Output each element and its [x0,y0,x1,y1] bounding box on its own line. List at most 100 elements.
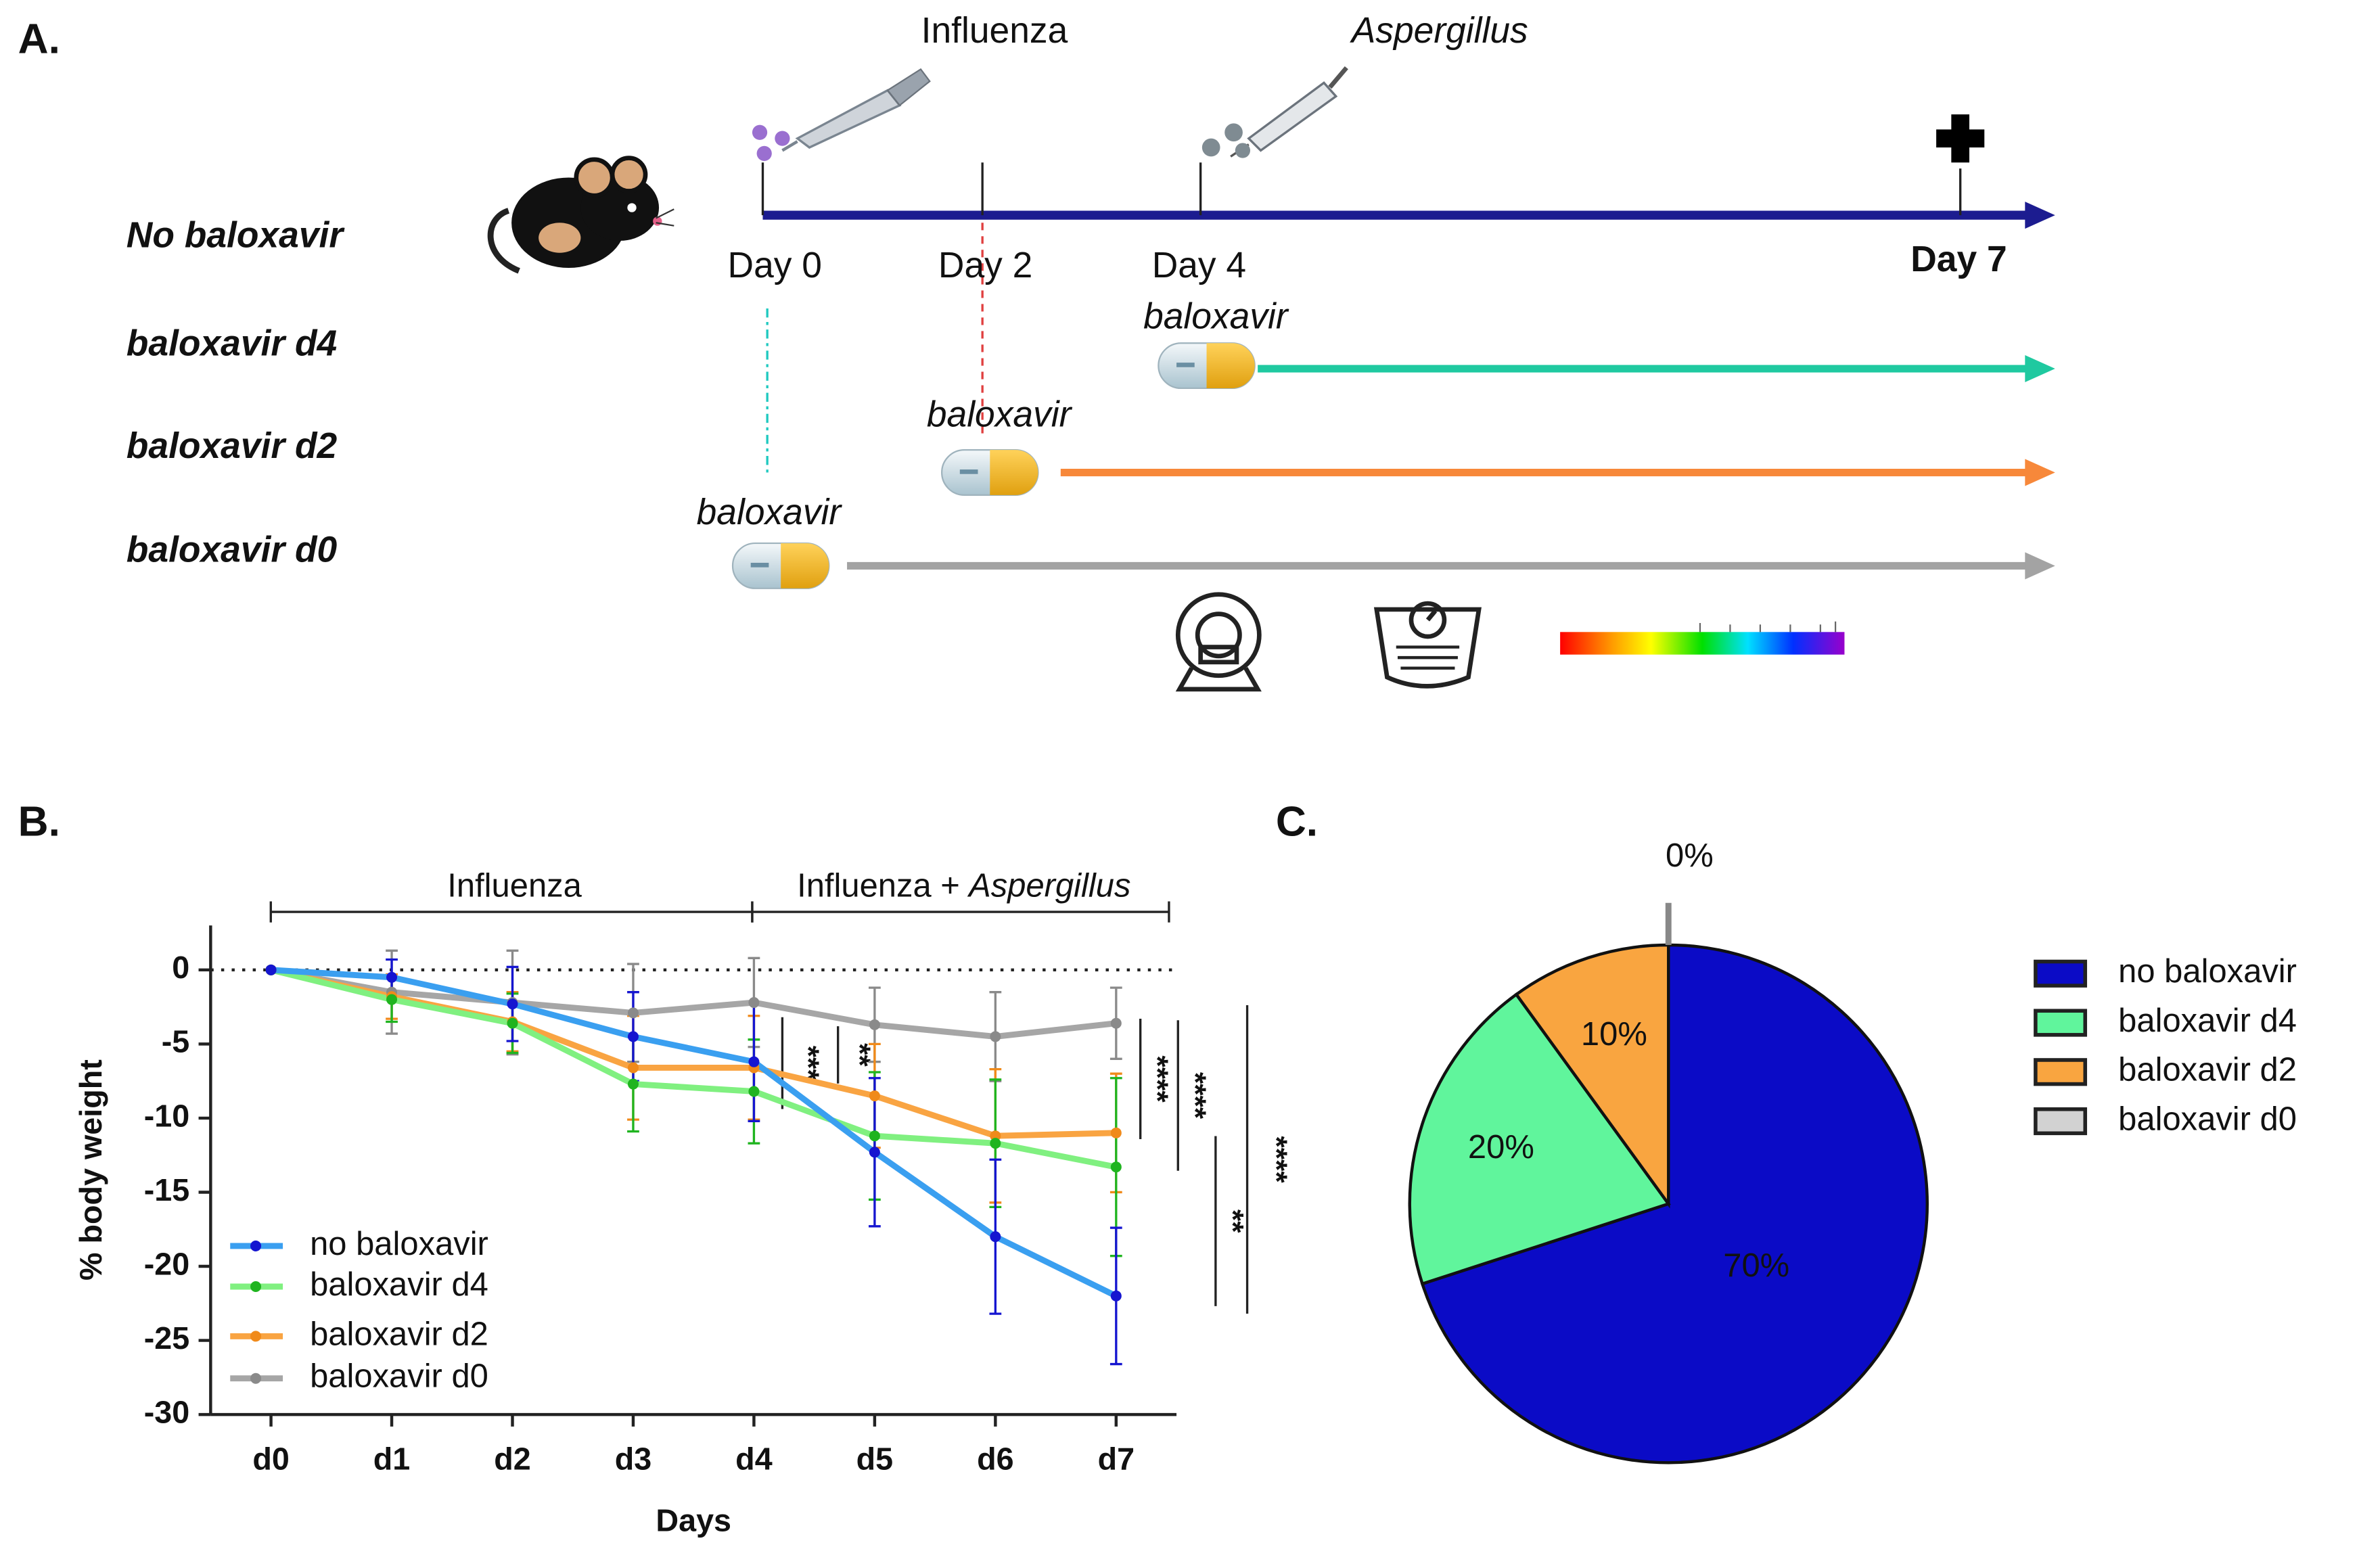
mri-icon [1175,592,1262,692]
data-point [748,997,760,1009]
legend-marker [250,1373,262,1384]
pipette-icon [752,68,931,162]
y-tick-label: -20 [144,1246,189,1281]
y-tick-label: 0 [172,950,189,985]
legend-swatch [2034,959,2088,988]
y-tick-label: -30 [144,1394,189,1429]
color-scale-ticks [1699,621,1837,632]
data-point [386,971,398,983]
day-label: Day 7 [1910,239,2007,279]
data-point [990,1138,1001,1149]
group-label: baloxavir d4 [127,324,337,364]
panel-label: B. [18,799,60,846]
group-label: baloxavir d2 [127,426,338,466]
significance-label: **** [1141,1055,1174,1103]
x-tick-label: d3 [615,1441,651,1476]
x-tick-label: d4 [735,1441,773,1476]
x-tick-label: d0 [252,1441,289,1476]
pie-slice [1408,992,1671,1286]
group-label: No baloxavir [127,216,346,256]
data-point [627,1031,639,1042]
phase-label: Influenza + [797,867,960,904]
data-point [627,1062,639,1074]
x-tick-label: d1 [373,1441,410,1476]
data-point [1110,1127,1122,1138]
panel-label: C. [1276,799,1318,846]
mouse-icon [487,156,674,274]
data-point [748,1056,760,1067]
legend-swatch [2034,1058,2088,1086]
legend-label: no baloxavir [310,1226,488,1262]
day-label: Day 0 [728,246,822,285]
x-tick-label: d2 [494,1441,530,1476]
slice-label: 70% [1723,1247,1789,1284]
pie-slice [1420,943,1929,1465]
legend-label: baloxavir d0 [310,1358,488,1395]
arrow-head [2025,459,2055,486]
slice-label: 10% [1581,1016,1647,1053]
series-line [270,967,1117,1170]
treatment-label: baloxavir [927,394,1073,434]
y-axis-label: % body weight [73,1059,108,1281]
syringe-icon [1201,66,1348,158]
data-point [869,1019,880,1030]
data-point [507,998,518,1010]
death-icon [1936,114,1985,163]
significance-label: ** [1216,1209,1249,1233]
series-line [270,967,1116,1139]
data-point [990,1130,1001,1142]
color-scale-icon [1560,632,1845,655]
phase-label: Influenza [447,867,582,904]
data-point [990,1231,1001,1243]
significance-label: **** [1178,1072,1212,1120]
data-point [1110,1290,1122,1301]
data-point [748,1086,760,1097]
phase-label: Aspergillus [967,867,1130,904]
event-label: Influenza [921,11,1068,51]
y-tick-label: -15 [144,1172,189,1207]
legend-swatch [2034,1107,2088,1136]
legend-label: baloxavir d2 [310,1316,488,1352]
data-point [869,1147,880,1158]
x-tick-label: d5 [856,1441,893,1476]
legend-label: baloxavir d4 [310,1266,488,1303]
data-point [627,1007,639,1019]
scale-icon [1373,601,1482,689]
pie-slice [1514,943,1670,1209]
series-line [271,967,1118,1299]
data-point [990,1031,1001,1042]
arrow-head [2025,552,2055,580]
arrow-head [2025,202,2055,229]
legend-marker [250,1331,262,1342]
pill-icon [941,449,1039,496]
x-axis-label: Days [656,1503,731,1538]
slice-label: 0% [1666,837,1714,874]
significance-label: **** [1260,1136,1293,1183]
data-point [627,1078,639,1090]
data-point [1110,1017,1122,1029]
series-line [270,967,1117,1040]
significance-label: ** [843,1043,876,1067]
data-point [869,1090,880,1102]
slice-label: 20% [1468,1129,1534,1166]
treatment-label: baloxavir [1143,297,1289,337]
event-label: Aspergillus [1350,11,1528,51]
data-point [869,1130,880,1142]
x-tick-label: d6 [977,1441,1013,1476]
data-point [386,994,398,1005]
treatment-label: baloxavir [697,492,843,532]
legend-swatch [2034,1009,2088,1037]
pill-icon [1158,342,1256,390]
y-tick-label: -10 [144,1098,189,1133]
legend-label: baloxavir d4 [2118,1002,2297,1039]
legend-label: baloxavir d0 [2118,1101,2297,1137]
legend-marker [250,1240,262,1251]
legend-label: no baloxavir [2118,953,2297,990]
data-point [265,964,277,975]
day-label: Day 2 [938,246,1032,285]
panel-label: A. [18,16,60,63]
legend-label: baloxavir d2 [2118,1052,2297,1088]
y-tick-label: -5 [162,1024,190,1059]
legend-marker [250,1281,262,1293]
